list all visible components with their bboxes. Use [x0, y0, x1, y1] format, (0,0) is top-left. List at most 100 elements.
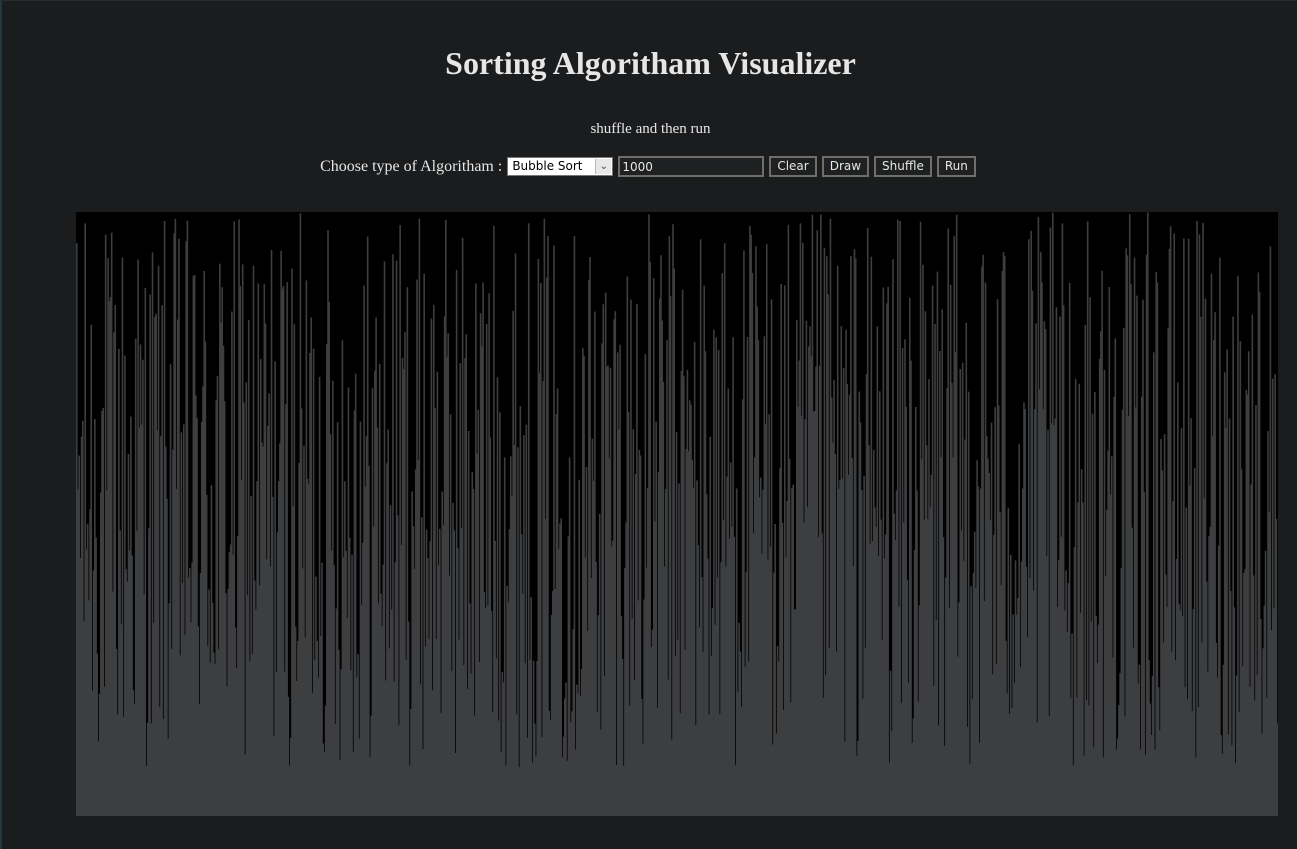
bar	[621, 659, 624, 816]
bar	[501, 672, 504, 816]
bar	[1012, 614, 1014, 816]
bar	[235, 668, 238, 816]
bar	[1116, 738, 1119, 816]
bar	[601, 343, 603, 816]
bar	[455, 269, 458, 816]
bar	[128, 550, 131, 816]
array-size-input[interactable]	[618, 156, 765, 177]
bar	[927, 519, 929, 816]
bar	[566, 760, 569, 816]
bar	[1121, 409, 1124, 816]
bar	[939, 351, 941, 816]
bar	[1055, 307, 1058, 816]
bar	[821, 533, 823, 816]
bar	[958, 602, 960, 816]
bar	[100, 492, 102, 816]
bar	[949, 284, 952, 816]
bar	[758, 497, 761, 816]
bar	[594, 311, 596, 816]
bar	[987, 458, 989, 816]
bar	[898, 606, 900, 816]
bar	[1199, 316, 1202, 816]
bar	[668, 236, 671, 816]
bar	[919, 221, 922, 816]
bar	[996, 299, 999, 816]
chevron-down-icon[interactable]: ⌄	[595, 159, 612, 174]
bar	[908, 297, 911, 816]
bar	[624, 567, 626, 816]
bar	[707, 558, 709, 816]
bar	[633, 680, 636, 816]
bar	[506, 585, 508, 816]
bar	[86, 523, 89, 816]
bar	[94, 419, 96, 816]
bar	[851, 458, 853, 816]
bar	[708, 714, 710, 816]
bar	[869, 543, 871, 816]
bar	[283, 671, 286, 816]
bar	[1020, 561, 1023, 816]
run-button[interactable]: Run	[936, 156, 976, 177]
bar	[711, 607, 714, 816]
bar	[1102, 757, 1105, 816]
bar	[983, 601, 986, 816]
shuffle-button[interactable]: Shuffle	[874, 156, 932, 177]
bar	[1265, 698, 1268, 816]
bar	[994, 407, 996, 816]
bar	[309, 353, 311, 816]
bar	[286, 282, 288, 816]
bar	[188, 568, 191, 816]
bar	[1083, 755, 1085, 816]
bar	[726, 476, 728, 816]
bar	[713, 329, 715, 816]
bar	[1009, 555, 1012, 816]
bar	[1025, 566, 1028, 816]
bar	[184, 635, 186, 816]
page-title: Sorting Algoritham Visualizer	[445, 45, 856, 81]
bar	[383, 261, 386, 816]
algorithm-select[interactable]: Bubble Sort ⌄	[507, 157, 614, 176]
controls-bar: Choose type of Algoritham : Bubble Sort …	[2, 156, 1297, 177]
bar	[1234, 763, 1237, 816]
bar	[234, 627, 237, 816]
bar	[574, 749, 577, 816]
bar	[347, 387, 350, 816]
bar	[513, 444, 516, 816]
bar	[493, 225, 495, 816]
draw-button[interactable]: Draw	[821, 156, 870, 177]
bar	[454, 752, 457, 816]
bar	[1031, 290, 1034, 816]
bar	[465, 334, 468, 816]
bar	[256, 481, 258, 816]
bar	[1053, 424, 1055, 816]
bar	[239, 285, 242, 816]
bar	[824, 675, 827, 816]
bar	[1124, 716, 1126, 816]
bar	[648, 214, 650, 816]
bar	[1018, 443, 1020, 816]
bar	[1090, 621, 1093, 816]
bar	[223, 401, 226, 816]
bar	[800, 415, 803, 816]
bar	[696, 480, 698, 816]
bar	[320, 636, 322, 816]
bar	[389, 505, 392, 816]
bar	[835, 651, 838, 816]
bar	[685, 449, 688, 816]
bar	[196, 418, 198, 816]
bar	[340, 669, 343, 816]
clear-button[interactable]: Clear	[769, 156, 817, 177]
bar	[1041, 282, 1043, 816]
bar	[85, 549, 88, 816]
bar	[1183, 238, 1185, 816]
bar	[168, 603, 171, 816]
bar	[1192, 609, 1195, 816]
bar	[437, 564, 440, 816]
bar	[132, 690, 135, 816]
bar	[441, 491, 444, 816]
bar	[181, 583, 184, 816]
bar	[1060, 536, 1063, 816]
bar	[95, 537, 97, 816]
bar	[538, 372, 541, 816]
bar	[553, 245, 555, 816]
